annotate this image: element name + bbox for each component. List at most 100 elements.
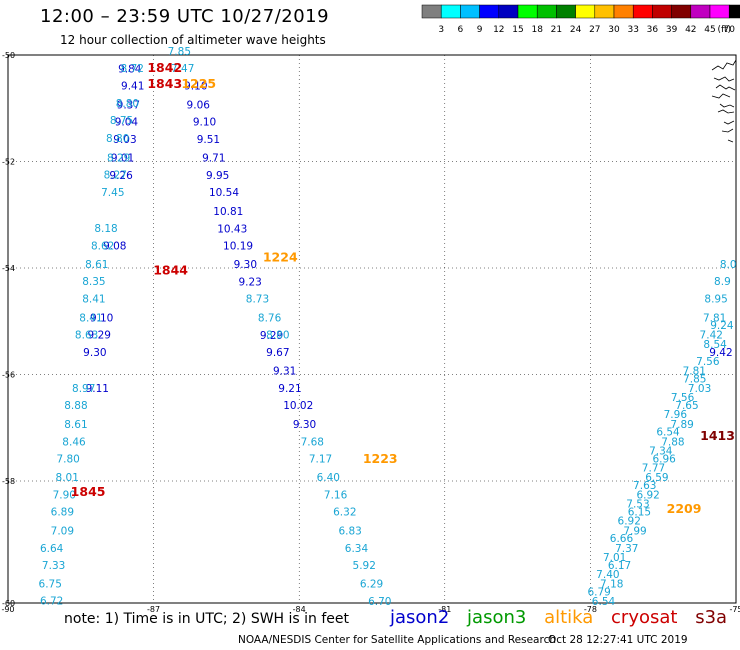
wave-height-value: 6.40 — [317, 472, 340, 484]
wave-height-value: 7.88 — [661, 436, 684, 448]
y-tick-label: -60 — [2, 599, 15, 608]
wave-height-value: 7.85 — [168, 46, 191, 58]
wave-height-value: 8.41 — [79, 312, 102, 324]
wave-height-value: 6.92 — [636, 490, 659, 502]
wave-height-value: 7.99 — [623, 525, 646, 537]
wave-height-value: 8.97 — [72, 383, 95, 395]
wave-height-value: 9.29 — [88, 329, 111, 341]
color-scale-label: 21 — [551, 25, 562, 35]
color-scale-label: 39 — [666, 25, 678, 35]
wave-height-value: 8.80 — [116, 98, 139, 110]
wave-height-value: 9.71 — [202, 153, 225, 165]
wave-height-value: 7.56 — [696, 356, 720, 368]
wave-height-value: 9.01 — [111, 153, 134, 165]
x-tick-label: -78 — [584, 605, 597, 614]
wave-height-value: 8.54 — [703, 339, 727, 351]
wave-height-value: 8.46 — [62, 436, 86, 448]
color-scale-label: 9 — [477, 25, 483, 35]
wave-height-value: 7.65 — [675, 400, 698, 412]
wave-height-value: 8.63 — [75, 329, 98, 341]
x-tick-label: -81 — [438, 605, 451, 614]
y-tick-label: -50 — [2, 51, 15, 60]
legend-jason3: jason3 — [467, 607, 527, 628]
wave-height-value: 7.81 — [703, 312, 726, 324]
pass-time-label: 1413 — [700, 428, 735, 443]
wave-height-value: 10.54 — [209, 187, 239, 199]
wave-height-value: 8.35 — [82, 276, 105, 288]
wave-height-value: 9.30 — [293, 419, 316, 431]
wave-height-value: 9.95 — [206, 170, 229, 182]
wave-height-value: 8.95 — [704, 294, 727, 306]
color-scale-label: 3 — [438, 25, 444, 35]
coastline-segment — [711, 93, 731, 99]
wave-height-value: 9.51 — [197, 134, 220, 146]
color-scale: 3 6 9 12 15 18 21 24 27 30 33 36 39 42 45 70(ft) — [421, 4, 740, 35]
color-swatch — [728, 4, 740, 19]
wave-height-value: 7.81 — [683, 366, 706, 378]
wave-height-value: 8.73 — [246, 294, 269, 306]
legend-jason2: jason2 — [390, 607, 450, 628]
pass-time-label: 2209 — [667, 501, 702, 516]
wave-height-value: 7.45 — [101, 187, 124, 199]
y-tick-label: -58 — [2, 477, 15, 486]
wave-height-value: 6.17 — [608, 560, 631, 572]
wave-height-value: 9.30 — [83, 347, 106, 359]
wave-height-value: 6.15 — [628, 507, 651, 519]
wave-height-value: 8.80 — [266, 329, 289, 341]
pass-time-label: 1844 — [153, 262, 188, 277]
wave-height-value: 9.30 — [234, 259, 257, 271]
coastline-segment — [723, 120, 735, 125]
wave-height-value: 7.37 — [615, 543, 638, 555]
wave-height-value: 9.37 — [117, 99, 140, 111]
wave-height-value: 6.75 — [39, 579, 62, 591]
wave-height-value: 7.18 — [600, 579, 623, 591]
wave-height-value: 7.89 — [670, 419, 693, 431]
pass-time-label: 1843 — [147, 76, 182, 91]
coastline-segment — [721, 128, 734, 133]
wave-height-value: 6.59 — [645, 472, 668, 484]
wave-height-value: 7.96 — [664, 409, 688, 421]
wave-height-value: 6.96 — [652, 453, 676, 465]
legend-altika: altika — [544, 607, 594, 628]
wave-height-value: 9.29 — [260, 330, 283, 342]
coastline-segment — [717, 109, 735, 114]
wave-height-value: 7.09 — [51, 525, 74, 537]
wave-height-value: 9.21 — [278, 383, 301, 395]
wave-height-value: 6.92 — [618, 516, 641, 528]
wave-height-value: 8.72 — [121, 63, 144, 75]
wave-height-value: 8.01 — [56, 472, 79, 484]
satellite-legend: jason2 jason3 altika cryosat s3a — [390, 607, 739, 628]
wave-height-value: 7.47 — [171, 63, 194, 75]
wave-height-value: 6.66 — [610, 533, 634, 545]
y-tick-label: -56 — [2, 371, 15, 380]
wave-height-value: 7.17 — [309, 453, 332, 465]
wave-height-value: 8.61 — [85, 259, 108, 271]
wave-height-value: 9.10 — [184, 81, 207, 93]
page-subtitle: 12 hour collection of altimeter wave hei… — [60, 33, 326, 47]
wave-height-value: 6.79 — [587, 586, 610, 598]
wave-height-value: 9.31 — [273, 366, 296, 378]
wave-height-value: 6.54 — [592, 596, 616, 608]
footer-note: note: 1) Time is in UTC; 2) SWH is in fe… — [64, 611, 350, 627]
coastline-segment — [711, 59, 737, 71]
color-scale-label: 24 — [570, 25, 582, 35]
wave-height-value: 9.04 — [115, 116, 139, 128]
color-scale-label: 12 — [493, 25, 504, 35]
wave-height-value: 7.56 — [671, 392, 695, 404]
color-scale-label: 15 — [512, 25, 523, 35]
wave-height-value: 9.06 — [187, 99, 211, 111]
track-j2l: 8.72 8.80 8.75 8.80 8.29 8.27 7.45 8.18 8.62 8.61… — [39, 46, 737, 608]
coastline-segment — [715, 84, 736, 91]
wave-height-value: 6.54 — [656, 427, 680, 439]
wave-height-value: 9.08 — [103, 240, 126, 252]
wave-height-value: 10.43 — [217, 223, 247, 235]
page-title: 12:00 – 23:59 UTC 10/27/2019 — [40, 6, 330, 27]
wave-height-value: 6.70 — [368, 596, 391, 608]
wave-height-value: 8.88 — [64, 400, 87, 412]
wave-height-value: 6.34 — [345, 543, 369, 555]
track-j2: 9.84 9.41 9.37 9.04 9.03 9.01 9.26 9.08 9.10 9.29… — [83, 64, 732, 431]
wave-height-value: 8.29 — [107, 153, 130, 165]
y-tick-label: -52 — [2, 158, 15, 167]
generated-timestamp: Oct 28 12:27:41 UTC 2019 — [548, 634, 688, 646]
